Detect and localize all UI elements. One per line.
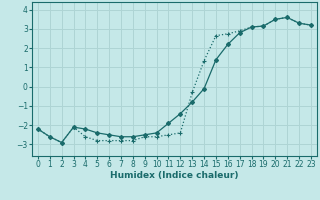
X-axis label: Humidex (Indice chaleur): Humidex (Indice chaleur) <box>110 171 239 180</box>
